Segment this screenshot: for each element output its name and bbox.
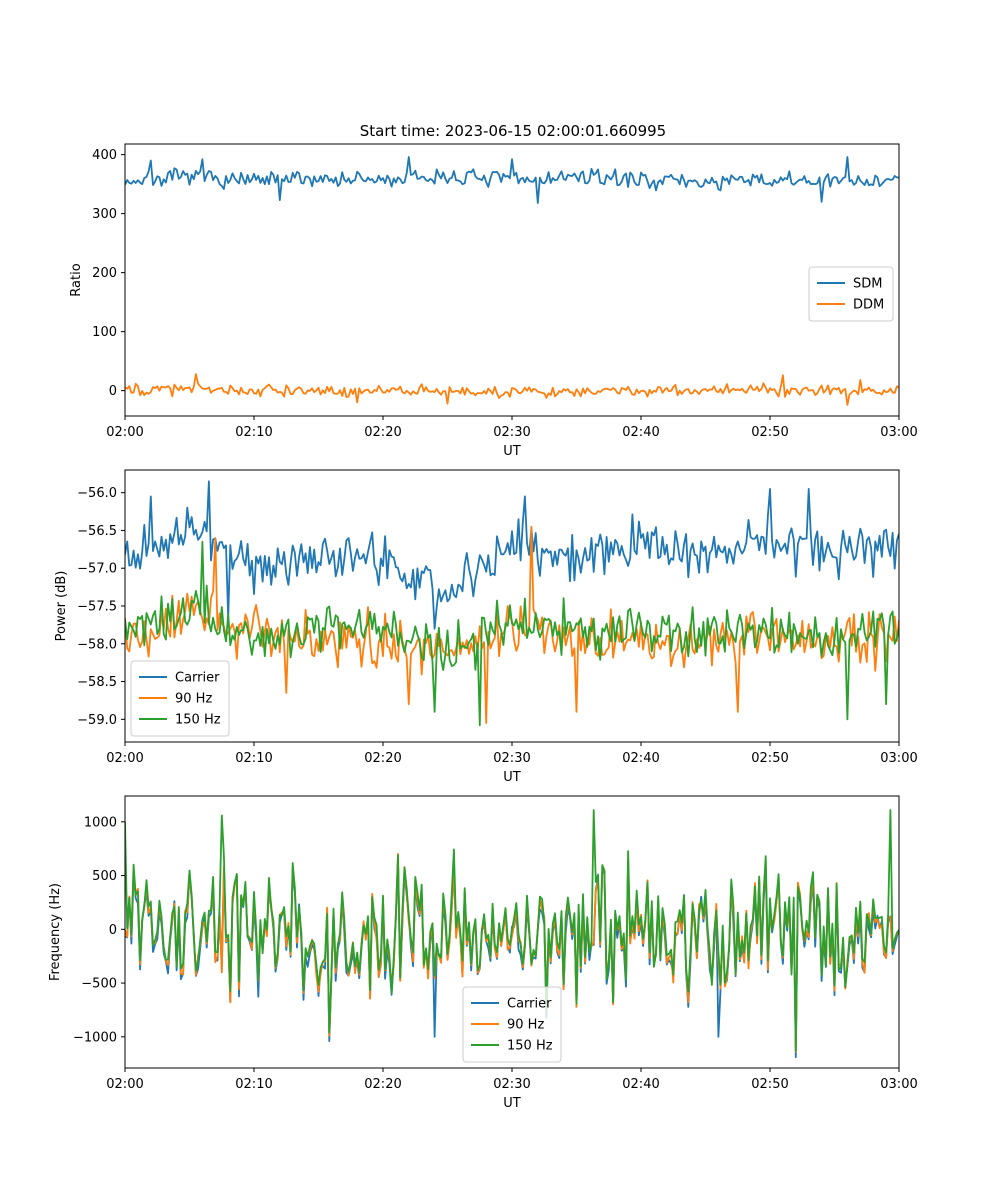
legend-label: Carrier xyxy=(175,671,220,686)
x-tick-label: 02:40 xyxy=(622,1077,659,1092)
x-tick-label: 02:00 xyxy=(106,425,143,440)
y-tick-label: −56.0 xyxy=(77,486,117,501)
x-tick-label: 02:30 xyxy=(493,1077,530,1092)
y-axis-label: Frequency (Hz) xyxy=(48,883,63,981)
x-tick-label: 03:00 xyxy=(880,1077,917,1092)
x-tick-label: 02:00 xyxy=(106,751,143,766)
x-tick-label: 02:00 xyxy=(106,1077,143,1092)
x-axis-label: UT xyxy=(503,444,521,459)
chart-panel-2: 02:00 02:10 02:20 02:30 02:40 02:50 03:00 −59.0… xyxy=(54,469,918,785)
x-tick-label: 02:50 xyxy=(751,1077,788,1092)
legend-label: 150 Hz xyxy=(175,713,221,728)
chart-panel-3: 02:00 02:10 02:20 02:30 02:40 02:50 03:00 −1000… xyxy=(48,795,918,1111)
legend-label: 90 Hz xyxy=(175,692,212,707)
series-line-ddm xyxy=(125,373,899,406)
x-axis-label: UT xyxy=(503,770,521,785)
legend: Carrier 90 Hz 150 Hz xyxy=(130,660,230,737)
x-tick-label: 02:20 xyxy=(364,751,401,766)
y-tick-label: 300 xyxy=(92,207,117,222)
legend-box xyxy=(462,986,562,1063)
legend: Carrier 90 Hz 150 Hz xyxy=(462,986,562,1063)
y-tick-label: 500 xyxy=(92,869,117,884)
x-tick-label: 02:40 xyxy=(622,751,659,766)
chart-title: Start time: 2023-06-15 02:00:01.660995 xyxy=(360,122,666,140)
legend-label: 150 Hz xyxy=(507,1039,553,1054)
y-tick-label: 100 xyxy=(92,325,117,340)
y-tick-label: 0 xyxy=(109,384,117,399)
chart-panel-1: 02:00 02:10 02:20 02:30 02:40 02:50 03:00 0 100 2… xyxy=(69,143,918,459)
legend-label: Carrier xyxy=(507,997,552,1012)
series-line-carrier xyxy=(125,480,899,630)
charts-container: 02:00 02:10 02:20 02:30 02:40 02:50 03:00 0 100 2… xyxy=(48,143,918,1111)
y-tick-label: −57.5 xyxy=(77,600,117,615)
legend-label: DDM xyxy=(853,298,884,313)
y-tick-label: 0 xyxy=(109,923,117,938)
series-line-sdm xyxy=(125,156,899,204)
series-line-150-hz xyxy=(125,809,899,1052)
x-tick-label: 02:50 xyxy=(751,751,788,766)
y-tick-label: −58.0 xyxy=(77,637,117,652)
y-tick-label: 1000 xyxy=(84,815,117,830)
legend-box xyxy=(808,266,894,322)
x-tick-label: 02:40 xyxy=(622,425,659,440)
y-tick-label: 400 xyxy=(92,148,117,163)
x-tick-label: 02:50 xyxy=(751,425,788,440)
y-tick-label: −59.0 xyxy=(77,713,117,728)
y-axis-label: Ratio xyxy=(69,263,84,296)
x-tick-label: 02:30 xyxy=(493,425,530,440)
legend: SDM DDM xyxy=(808,266,894,322)
x-tick-label: 02:20 xyxy=(364,1077,401,1092)
legend-box xyxy=(130,660,230,737)
x-axis-label: UT xyxy=(503,1096,521,1111)
x-tick-label: 03:00 xyxy=(880,751,917,766)
y-tick-label: −56.5 xyxy=(77,524,117,539)
legend-label: 90 Hz xyxy=(507,1018,544,1033)
x-tick-label: 02:10 xyxy=(235,1077,272,1092)
y-tick-label: −57.0 xyxy=(77,562,117,577)
x-tick-label: 03:00 xyxy=(880,425,917,440)
y-tick-label: −1000 xyxy=(73,1030,117,1045)
y-axis-label: Power (dB) xyxy=(54,571,69,642)
x-tick-label: 02:30 xyxy=(493,751,530,766)
series-line-150-hz xyxy=(125,540,899,727)
legend-label: SDM xyxy=(853,277,882,292)
y-tick-label: 200 xyxy=(92,266,117,281)
x-tick-label: 02:20 xyxy=(364,425,401,440)
x-tick-label: 02:10 xyxy=(235,425,272,440)
x-tick-label: 02:10 xyxy=(235,751,272,766)
y-tick-label: −500 xyxy=(81,977,117,992)
y-tick-label: −58.5 xyxy=(77,675,117,690)
